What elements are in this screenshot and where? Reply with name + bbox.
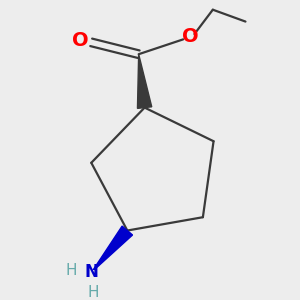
Text: H: H [88, 285, 99, 300]
Text: O: O [72, 32, 88, 50]
Polygon shape [92, 226, 133, 272]
Text: N: N [85, 263, 99, 281]
Text: H: H [65, 263, 77, 278]
Polygon shape [137, 54, 152, 108]
Text: O: O [182, 27, 199, 46]
